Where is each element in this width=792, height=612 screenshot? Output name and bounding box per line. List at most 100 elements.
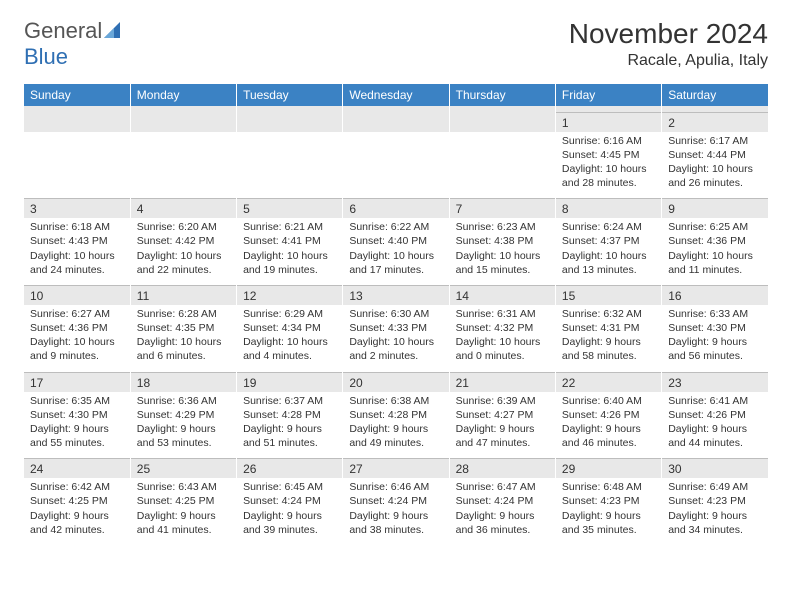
day-detail-cell: Sunrise: 6:37 AMSunset: 4:28 PMDaylight:… bbox=[237, 392, 343, 459]
day-detail-row: Sunrise: 6:18 AMSunset: 4:43 PMDaylight:… bbox=[24, 218, 768, 285]
detail-line: Sunset: 4:37 PM bbox=[562, 234, 655, 248]
day-detail-cell: Sunrise: 6:40 AMSunset: 4:26 PMDaylight:… bbox=[555, 392, 661, 459]
detail-line: and 56 minutes. bbox=[668, 349, 762, 363]
logo: GeneralBlue bbox=[24, 18, 124, 70]
day-number-cell: 28 bbox=[449, 459, 555, 479]
detail-line: Daylight: 10 hours bbox=[668, 162, 762, 176]
detail-line: Sunset: 4:23 PM bbox=[562, 494, 655, 508]
day-detail-cell: Sunrise: 6:42 AMSunset: 4:25 PMDaylight:… bbox=[24, 478, 130, 545]
detail-line: and 35 minutes. bbox=[562, 523, 655, 537]
detail-line: and 55 minutes. bbox=[30, 436, 124, 450]
day-detail-cell: Sunrise: 6:36 AMSunset: 4:29 PMDaylight:… bbox=[130, 392, 236, 459]
detail-line: Sunrise: 6:21 AM bbox=[243, 220, 336, 234]
detail-line: Sunset: 4:36 PM bbox=[668, 234, 762, 248]
day-number-cell: 14 bbox=[449, 285, 555, 305]
detail-line: Sunrise: 6:16 AM bbox=[562, 134, 655, 148]
detail-line: Daylight: 10 hours bbox=[137, 335, 230, 349]
detail-line: Sunset: 4:43 PM bbox=[30, 234, 124, 248]
detail-line: Daylight: 10 hours bbox=[349, 335, 442, 349]
detail-line: Sunrise: 6:36 AM bbox=[137, 394, 230, 408]
detail-line: Sunrise: 6:30 AM bbox=[349, 307, 442, 321]
day-number-cell: 5 bbox=[237, 199, 343, 219]
day-detail-cell bbox=[24, 132, 130, 199]
calendar-page: GeneralBlue November 2024 Racale, Apulia… bbox=[0, 0, 792, 563]
detail-line: and 44 minutes. bbox=[668, 436, 762, 450]
day-detail-cell: Sunrise: 6:17 AMSunset: 4:44 PMDaylight:… bbox=[662, 132, 768, 199]
detail-line: and 46 minutes. bbox=[562, 436, 655, 450]
day-number-cell: 16 bbox=[662, 285, 768, 305]
day-detail-cell: Sunrise: 6:32 AMSunset: 4:31 PMDaylight:… bbox=[555, 305, 661, 372]
day-number-row: 10111213141516 bbox=[24, 285, 768, 305]
day-number-cell: 6 bbox=[343, 199, 449, 219]
detail-line: Sunrise: 6:38 AM bbox=[349, 394, 442, 408]
detail-line: Daylight: 9 hours bbox=[349, 422, 442, 436]
day-number-row: 12 bbox=[24, 112, 768, 132]
day-detail-cell: Sunrise: 6:48 AMSunset: 4:23 PMDaylight:… bbox=[555, 478, 661, 545]
detail-line: and 4 minutes. bbox=[243, 349, 336, 363]
detail-line: Daylight: 9 hours bbox=[243, 422, 336, 436]
day-detail-row: Sunrise: 6:42 AMSunset: 4:25 PM Daylight:… bbox=[24, 478, 768, 545]
detail-line: and 0 minutes. bbox=[456, 349, 549, 363]
detail-line: Daylight: 10 hours bbox=[243, 249, 336, 263]
detail-line: Sunrise: 6:45 AM bbox=[243, 480, 336, 494]
day-detail-cell: Sunrise: 6:29 AMSunset: 4:34 PMDaylight:… bbox=[237, 305, 343, 372]
detail-line: Sunset: 4:26 PM bbox=[668, 408, 762, 422]
detail-line: Sunrise: 6:20 AM bbox=[137, 220, 230, 234]
detail-line: Sunrise: 6:27 AM bbox=[30, 307, 124, 321]
detail-line: and 39 minutes. bbox=[243, 523, 336, 537]
detail-line: Sunset: 4:24 PM bbox=[243, 494, 336, 508]
day-number-cell: 13 bbox=[343, 285, 449, 305]
detail-line: and 13 minutes. bbox=[562, 263, 655, 277]
detail-line: Sunrise: 6:32 AM bbox=[562, 307, 655, 321]
day-number-cell bbox=[449, 112, 555, 132]
day-number-cell: 25 bbox=[130, 459, 236, 479]
detail-line: Sunrise: 6:49 AM bbox=[668, 480, 762, 494]
title-block: November 2024 Racale, Apulia, Italy bbox=[569, 18, 768, 70]
detail-line: Daylight: 9 hours bbox=[30, 422, 124, 436]
day-detail-cell: Sunrise: 6:24 AMSunset: 4:37 PMDaylight:… bbox=[555, 218, 661, 285]
day-of-week-row: SundayMondayTuesdayWednesdayThursdayFrid… bbox=[24, 84, 768, 106]
day-detail-cell bbox=[237, 132, 343, 199]
calendar-table: SundayMondayTuesdayWednesdayThursdayFrid… bbox=[24, 84, 768, 545]
detail-line: Sunrise: 6:37 AM bbox=[243, 394, 336, 408]
day-number-cell: 3 bbox=[24, 199, 130, 219]
detail-line: and 47 minutes. bbox=[456, 436, 549, 450]
day-number-row: 17181920212223 bbox=[24, 372, 768, 392]
day-detail-cell: Sunrise: 6:38 AMSunset: 4:28 PMDaylight:… bbox=[343, 392, 449, 459]
detail-line: Sunrise: 6:28 AM bbox=[137, 307, 230, 321]
day-number-cell: 1 bbox=[555, 112, 661, 132]
day-detail-row: Sunrise: 6:27 AMSunset: 4:36 PMDaylight:… bbox=[24, 305, 768, 372]
detail-line: Daylight: 9 hours bbox=[562, 335, 655, 349]
detail-line: Daylight: 9 hours bbox=[243, 509, 336, 523]
sail-icon bbox=[104, 18, 124, 44]
detail-line: Sunrise: 6:42 AM bbox=[30, 480, 124, 494]
day-detail-cell: Sunrise: 6:49 AMSunset: 4:23 PMDaylight:… bbox=[662, 478, 768, 545]
day-number-cell: 24 bbox=[24, 459, 130, 479]
day-detail-cell: Sunrise: 6:27 AMSunset: 4:36 PMDaylight:… bbox=[24, 305, 130, 372]
day-number-row: 24252627282930 bbox=[24, 459, 768, 479]
day-detail-cell: Sunrise: 6:31 AMSunset: 4:32 PMDaylight:… bbox=[449, 305, 555, 372]
detail-line: Sunset: 4:25 PM bbox=[30, 494, 124, 508]
day-number-cell: 18 bbox=[130, 372, 236, 392]
day-detail-cell: Sunrise: 6:18 AMSunset: 4:43 PMDaylight:… bbox=[24, 218, 130, 285]
page-header: GeneralBlue November 2024 Racale, Apulia… bbox=[24, 18, 768, 70]
detail-line: and 58 minutes. bbox=[562, 349, 655, 363]
day-number-cell: 9 bbox=[662, 199, 768, 219]
detail-line: Sunset: 4:30 PM bbox=[30, 408, 124, 422]
day-number-cell: 26 bbox=[237, 459, 343, 479]
day-number-cell: 19 bbox=[237, 372, 343, 392]
detail-line: Daylight: 10 hours bbox=[456, 249, 549, 263]
detail-line: and 42 minutes. bbox=[30, 523, 124, 537]
day-detail-cell: Sunrise: 6:39 AMSunset: 4:27 PMDaylight:… bbox=[449, 392, 555, 459]
detail-line: Sunset: 4:32 PM bbox=[456, 321, 549, 335]
day-number-cell: 8 bbox=[555, 199, 661, 219]
day-number-cell: 2 bbox=[662, 112, 768, 132]
detail-line: and 49 minutes. bbox=[349, 436, 442, 450]
detail-line: and 19 minutes. bbox=[243, 263, 336, 277]
detail-line: Sunrise: 6:39 AM bbox=[456, 394, 549, 408]
detail-line: Daylight: 10 hours bbox=[30, 249, 124, 263]
day-number-cell: 30 bbox=[662, 459, 768, 479]
detail-line: Daylight: 9 hours bbox=[456, 422, 549, 436]
day-detail-row: Sunrise: 6:16 AMSunset: 4:45 PMDaylight:… bbox=[24, 132, 768, 199]
day-number-cell: 4 bbox=[130, 199, 236, 219]
